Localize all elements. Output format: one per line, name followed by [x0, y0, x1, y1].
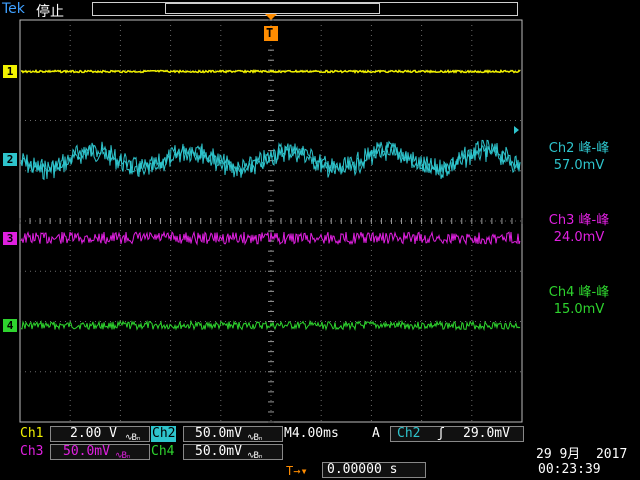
ch3-scale-box[interactable]	[50, 444, 150, 460]
ch2-scale-box[interactable]	[183, 426, 283, 442]
ch4-ground-marker[interactable]: 4	[3, 319, 17, 332]
ch2-ground-marker[interactable]: 2	[3, 153, 17, 166]
graticule-grid	[19, 19, 523, 423]
trigger-offset: 0.00000 s	[327, 462, 398, 477]
date-display: 29 9月 2017	[536, 447, 628, 462]
trigger-mode[interactable]: A	[372, 426, 380, 441]
measurement-ch4-pkpk[interactable]: Ch4 峰-峰 15.0mV	[524, 284, 634, 318]
measurement-ch3-pkpk[interactable]: Ch3 峰-峰 24.0mV	[524, 212, 634, 246]
brand-logo: Tek	[2, 1, 25, 17]
ch2-scale: 50.0mV	[195, 426, 242, 441]
ch4-scale: 50.0mV	[195, 444, 242, 459]
trigger-position-label: T	[266, 26, 274, 40]
ch4-coupling-icon: ∿Bₙ	[247, 451, 263, 461]
ch3-coupling-icon: ∿Bₙ	[115, 451, 131, 461]
measurement-value: 57.0mV	[553, 158, 605, 173]
waveform-traces	[20, 69, 521, 332]
trigger-level-marker	[514, 126, 519, 134]
timebase[interactable]: M4.00ms	[284, 426, 339, 441]
ch3-label[interactable]: Ch3	[20, 444, 44, 459]
record-length-bar	[92, 2, 518, 16]
ch2-label[interactable]: Ch2	[151, 426, 177, 442]
trigger-level: 29.0mV	[463, 426, 510, 441]
measurement-value: 15.0mV	[553, 302, 605, 317]
measurement-ch2-pkpk[interactable]: Ch2 峰-峰 57.0mV	[524, 140, 634, 174]
trigger-position-marker[interactable]	[264, 14, 278, 41]
ch1-scale: 2.00 V	[70, 426, 117, 441]
ch4-label[interactable]: Ch4	[151, 444, 175, 459]
ch1-label[interactable]: Ch1	[20, 426, 44, 441]
ch3-scale: 50.0mV	[63, 444, 110, 459]
measurement-value: 24.0mV	[553, 230, 605, 245]
measurement-title: Ch3 峰-峰	[548, 213, 610, 228]
ch3-ground-marker[interactable]: 3	[3, 232, 17, 245]
ch2-coupling-icon: ∿Bₙ	[247, 433, 263, 443]
ch1-coupling-icon: ∿Bₙ	[125, 433, 141, 443]
ch4-scale-box[interactable]	[183, 444, 283, 460]
trigger-source: Ch2	[397, 426, 421, 441]
record-view-window[interactable]	[165, 3, 380, 14]
trigger-box[interactable]	[390, 426, 524, 442]
time-display: 00:23:39	[538, 462, 601, 477]
trigger-slope-icon: ʃ	[437, 426, 445, 441]
acquisition-status: 停止	[36, 4, 64, 20]
ch1-ground-marker[interactable]: 1	[3, 65, 17, 78]
measurement-title: Ch2 峰-峰	[548, 141, 610, 156]
settings-bar: Ch1 2.00 V ∿Bₙ Ch2 50.0mV ∿Bₙ M4.00ms A …	[0, 424, 640, 480]
measurement-title: Ch4 峰-峰	[548, 285, 610, 300]
top-status-bar: Tek 停止	[0, 0, 640, 20]
ch1-scale-box[interactable]	[50, 426, 150, 442]
trigger-offset-box[interactable]	[322, 462, 426, 478]
trigger-offset-icon: T→▾	[286, 464, 308, 478]
